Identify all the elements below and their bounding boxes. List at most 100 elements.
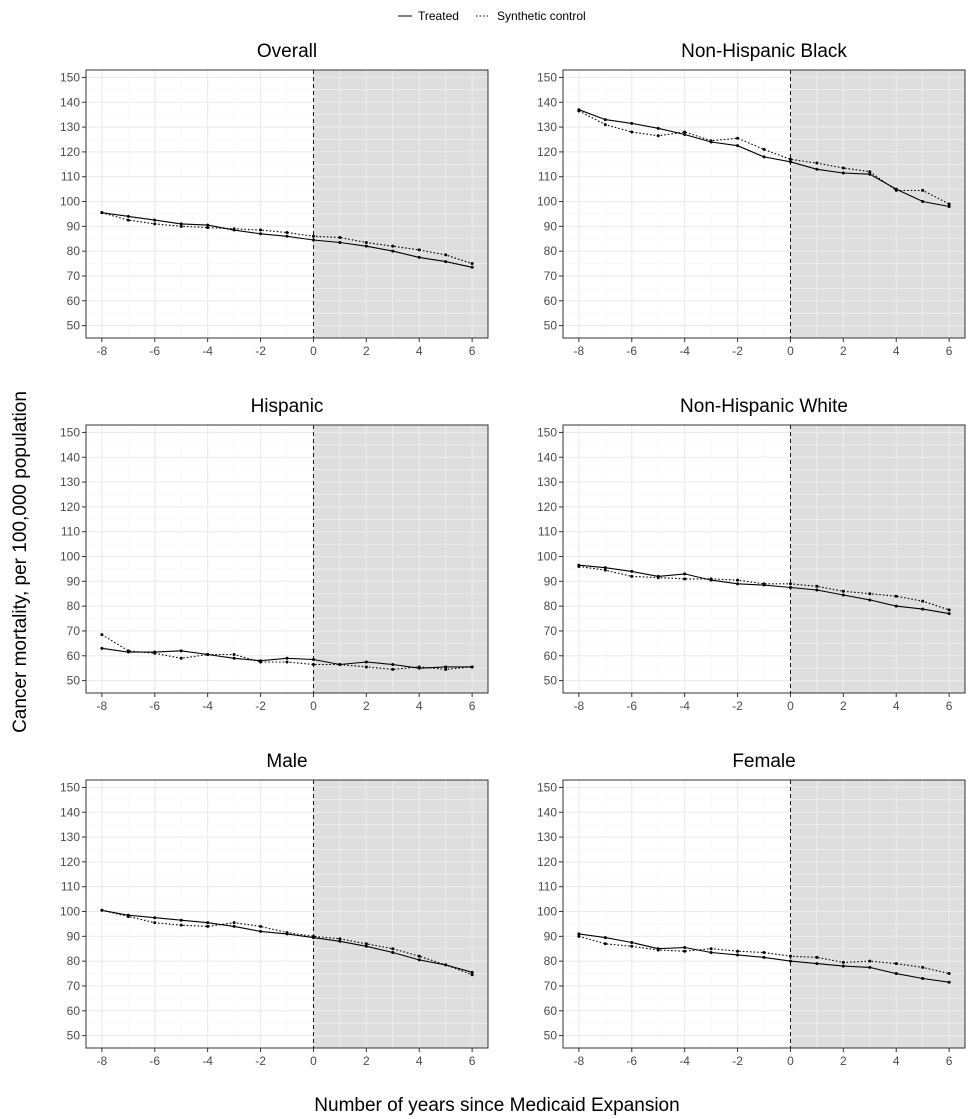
data-point-treated (206, 921, 210, 925)
y-tick-label: 130 (60, 830, 80, 844)
data-point-synthetic-control (788, 954, 792, 958)
x-tick-label: -2 (255, 699, 266, 713)
data-point-synthetic-control (921, 188, 925, 192)
x-tick-label: 2 (363, 344, 370, 358)
y-tick-label: 110 (538, 880, 557, 894)
y-tick-label: 140 (537, 450, 557, 464)
panel-title: Non-Hispanic White (680, 396, 848, 417)
data-point-treated (788, 959, 792, 963)
data-point-synthetic-control (815, 584, 819, 588)
data-point-treated (470, 970, 474, 974)
x-tick-label: -2 (255, 1054, 266, 1068)
data-point-synthetic-control (921, 599, 925, 603)
y-tick-label: 130 (537, 475, 557, 489)
x-tick-label: 0 (310, 344, 317, 358)
data-point-synthetic-control (417, 954, 421, 958)
data-point-treated (736, 582, 740, 586)
data-point-synthetic-control (762, 950, 766, 954)
data-point-treated (179, 649, 183, 653)
x-tick-label: -6 (626, 699, 637, 713)
y-tick-label: 70 (67, 979, 81, 993)
y-tick-label: 100 (537, 905, 557, 919)
data-point-synthetic-control (206, 924, 210, 928)
data-point-synthetic-control (656, 576, 660, 580)
panel-border (85, 779, 489, 1049)
data-point-synthetic-control (603, 942, 607, 946)
data-point-treated (311, 238, 315, 242)
panel-border (562, 424, 966, 694)
y-tick-label: 150 (537, 70, 557, 84)
x-tick-label: 6 (946, 344, 953, 358)
data-point-synthetic-control (894, 188, 898, 192)
data-point-synthetic-control (126, 914, 130, 918)
data-point-treated (841, 964, 845, 968)
data-point-synthetic-control (364, 240, 368, 244)
data-point-treated (338, 240, 342, 244)
x-tick-label: -2 (732, 1054, 743, 1068)
x-tick-label: -2 (255, 344, 266, 358)
data-point-treated (417, 958, 421, 962)
data-point-synthetic-control (153, 222, 157, 226)
data-point-treated (815, 962, 819, 966)
y-tick-label: 90 (67, 929, 81, 943)
series-line-synthetic-control (578, 565, 950, 611)
y-tick-label: 50 (544, 319, 558, 333)
data-point-synthetic-control (232, 921, 236, 925)
x-tick-label: 2 (363, 699, 370, 713)
y-tick-label: 60 (544, 1004, 558, 1018)
data-point-synthetic-control (762, 147, 766, 151)
data-point-synthetic-control (444, 253, 448, 257)
data-point-synthetic-control (206, 653, 210, 657)
data-point-treated (444, 665, 448, 669)
data-point-synthetic-control (259, 660, 263, 664)
data-point-treated (603, 118, 607, 122)
y-tick-label: 130 (60, 475, 80, 489)
series-line-synthetic-control (578, 935, 950, 975)
y-tick-label: 120 (60, 500, 80, 514)
data-point-synthetic-control (947, 608, 951, 612)
data-point-synthetic-control (630, 944, 634, 948)
y-tick-label: 80 (67, 244, 81, 258)
data-point-synthetic-control (391, 947, 395, 951)
data-point-treated (285, 656, 289, 660)
y-tick-label: 100 (537, 195, 557, 209)
legend: Treated Synthetic control (398, 9, 586, 23)
data-point-synthetic-control (709, 577, 713, 581)
x-tick-label: -4 (202, 344, 213, 358)
data-point-synthetic-control (232, 227, 236, 231)
x-tick-label: 6 (469, 1054, 476, 1068)
x-tick-label: 0 (787, 699, 794, 713)
x-tick-label: 4 (416, 344, 423, 358)
panel-border (562, 779, 966, 1049)
data-point-synthetic-control (364, 942, 368, 946)
data-point-synthetic-control (841, 166, 845, 170)
y-tick-label: 80 (67, 599, 81, 613)
y-tick-label: 150 (60, 70, 80, 84)
data-point-treated (364, 944, 368, 948)
y-tick-label: 60 (67, 1004, 81, 1018)
data-point-synthetic-control (683, 577, 687, 581)
y-tick-label: 110 (61, 880, 80, 894)
legend-treated-label: Treated (418, 9, 459, 23)
y-tick-label: 130 (537, 830, 557, 844)
x-tick-label: 4 (893, 344, 900, 358)
data-point-treated (868, 965, 872, 969)
data-point-synthetic-control (683, 130, 687, 134)
data-point-treated (709, 950, 713, 954)
panel-title: Female (732, 751, 795, 772)
y-tick-label: 50 (67, 1029, 81, 1043)
x-tick-label: -2 (732, 344, 743, 358)
y-tick-label: 150 (60, 425, 80, 439)
data-point-synthetic-control (206, 226, 210, 230)
data-point-treated (391, 662, 395, 666)
data-point-treated (736, 144, 740, 148)
data-point-treated (364, 244, 368, 248)
y-tick-label: 80 (544, 954, 558, 968)
data-point-synthetic-control (153, 921, 157, 925)
data-point-treated (656, 126, 660, 130)
x-tick-label: 0 (787, 1054, 794, 1068)
y-tick-label: 50 (67, 319, 81, 333)
y-tick-label: 100 (537, 550, 557, 564)
data-point-synthetic-control (311, 662, 315, 666)
data-point-treated (338, 939, 342, 943)
